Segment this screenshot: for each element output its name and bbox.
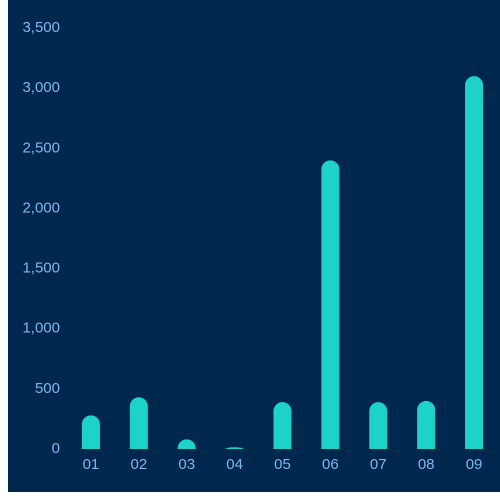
x-tick-label: 06 (322, 456, 339, 473)
y-tick-label: 2,000 (22, 199, 60, 216)
y-tick-label: 2,500 (22, 139, 60, 156)
y-tick-label: 1,000 (22, 320, 60, 337)
x-tick-label: 04 (226, 456, 243, 473)
y-tick-label: 500 (35, 380, 60, 397)
y-tick-label: 3,000 (22, 79, 60, 96)
x-tick-label: 05 (274, 456, 291, 473)
bar (225, 447, 244, 449)
x-tick-label: 07 (370, 456, 387, 473)
x-tick-label: 08 (418, 456, 435, 473)
bar (417, 400, 436, 449)
bar (465, 76, 484, 449)
x-tick-label: 02 (130, 456, 147, 473)
y-tick-label: 0 (52, 440, 60, 457)
bar (273, 402, 292, 449)
x-tick-label: 09 (466, 456, 483, 473)
bar (129, 397, 148, 449)
bar (177, 439, 196, 449)
y-tick-label: 1,500 (22, 260, 60, 277)
bar (321, 160, 340, 450)
bar (81, 415, 100, 449)
x-tick-label: 01 (83, 456, 100, 473)
y-tick-label: 3,500 (22, 19, 60, 36)
x-tick-label: 03 (178, 456, 195, 473)
bar (369, 402, 388, 449)
